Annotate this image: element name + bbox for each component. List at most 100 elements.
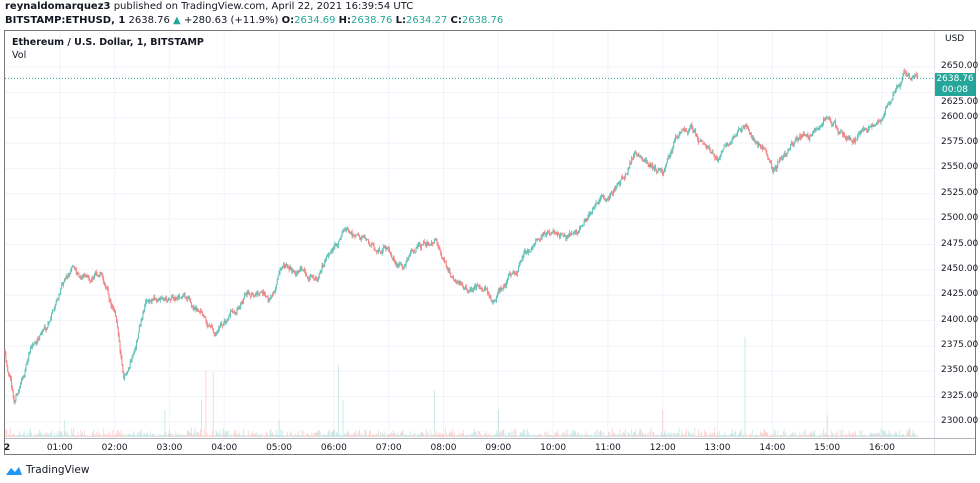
candle-body — [774, 167, 776, 169]
volume-bar — [697, 429, 699, 437]
candle-body — [300, 266, 302, 269]
volume-bar — [395, 434, 397, 437]
volume-bar — [804, 429, 806, 437]
volume-bar — [815, 435, 817, 437]
candle-body — [313, 276, 315, 280]
volume-bar — [653, 432, 655, 437]
candle-body — [168, 298, 169, 302]
candle-body — [818, 128, 820, 130]
candle-body — [250, 295, 252, 297]
candle-body — [358, 234, 359, 236]
candle-body — [690, 124, 692, 127]
candle-body — [564, 235, 566, 237]
candle-body — [402, 268, 404, 270]
volume-bar — [296, 434, 298, 437]
volume-bar — [649, 431, 651, 437]
candle-body — [638, 155, 640, 157]
candle-body — [541, 234, 543, 238]
volume-bar — [487, 434, 489, 437]
volume-bar — [557, 430, 559, 437]
volume-bar — [93, 429, 95, 437]
volume-bar — [232, 433, 234, 437]
volume-bar — [770, 435, 772, 437]
volume-bar — [38, 433, 40, 437]
volume-bar — [409, 435, 411, 437]
volume-bar — [910, 435, 912, 437]
volume-bar — [562, 431, 564, 437]
volume-bar — [159, 434, 161, 437]
volume-bar — [589, 434, 591, 437]
volume-bar — [830, 435, 832, 437]
candle-body — [102, 274, 104, 278]
candle-body — [369, 243, 370, 246]
volume-bar — [726, 435, 728, 437]
currency-label[interactable]: USD — [943, 33, 967, 46]
volume-bar — [616, 435, 618, 437]
candle-body — [126, 371, 128, 374]
volume-bar — [793, 435, 795, 437]
candle-body — [827, 117, 829, 119]
candle-body — [816, 128, 818, 130]
volume-bar — [438, 434, 440, 437]
candle-body — [196, 308, 198, 310]
candle-body — [480, 288, 482, 290]
publisher-name[interactable]: reynaldomarquez3 — [5, 1, 111, 12]
volume-bar — [630, 435, 632, 437]
volume-bar — [464, 435, 465, 437]
candle-body — [307, 278, 309, 280]
candle-body — [662, 171, 664, 174]
candle-body — [600, 197, 602, 201]
candle-body — [304, 270, 306, 272]
candle-body — [270, 296, 272, 299]
volume-bar — [821, 433, 823, 437]
volume-bar — [506, 435, 508, 437]
candle-body — [577, 231, 579, 235]
candle-body — [696, 133, 697, 136]
candle-body — [316, 277, 317, 279]
volume-bar — [823, 428, 824, 437]
volume-bar — [127, 433, 129, 437]
volume-bar — [422, 433, 424, 437]
tradingview-logo[interactable]: TradingView — [5, 464, 89, 476]
candle-body — [839, 131, 841, 133]
candle-body — [286, 264, 288, 266]
candle-body — [717, 159, 718, 162]
volume-bar — [733, 434, 735, 437]
volume-bar — [743, 435, 745, 437]
candle-body — [56, 299, 58, 302]
candle-body — [618, 182, 620, 184]
candle-body — [479, 286, 481, 289]
candle-body — [216, 332, 218, 334]
volume-bar — [680, 435, 682, 437]
candle-body — [728, 143, 730, 145]
candle-body — [206, 321, 208, 326]
volume-bar — [98, 433, 100, 437]
candle-body — [271, 295, 273, 297]
candle-body — [111, 305, 113, 307]
volume-bar — [732, 433, 734, 437]
candle-body — [532, 247, 534, 249]
candle-body — [510, 274, 512, 276]
volume-bar — [532, 434, 534, 437]
candle-body — [308, 279, 310, 281]
candle-body — [691, 124, 693, 128]
volume-bar — [37, 433, 39, 437]
volume-bar — [698, 433, 700, 437]
candle-body — [444, 261, 446, 263]
volume-bar — [780, 435, 782, 437]
candle-body — [505, 285, 507, 287]
candle-body — [715, 157, 717, 159]
volume-bar — [580, 433, 582, 437]
volume-bar — [124, 435, 126, 437]
volume-bar — [514, 428, 516, 437]
volume-bar — [358, 429, 360, 437]
volume-bar — [584, 434, 586, 437]
candle-body — [126, 373, 127, 375]
volume-bar — [861, 430, 863, 437]
candle-body — [875, 125, 877, 127]
candle-body — [231, 310, 232, 312]
volume-bar — [357, 434, 359, 437]
volume-bar — [40, 431, 42, 437]
volume-bar — [118, 432, 120, 437]
